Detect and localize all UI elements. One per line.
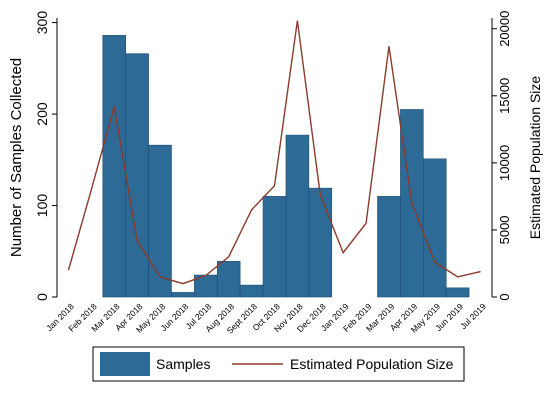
right-y-ticks: 0 5000 10000 15000 20000 <box>492 11 512 301</box>
samples-bar <box>102 35 126 298</box>
samples-bar <box>216 261 241 298</box>
samples-bar <box>423 158 447 298</box>
left-y-tick-label: 300 <box>34 11 50 35</box>
left-y-ticks: 0 100 200 300 <box>34 11 57 301</box>
secondary-y-axis-label: Estimated Population Size <box>527 76 543 240</box>
samples-bar <box>377 196 401 298</box>
right-y-tick-label: 5000 <box>497 215 512 244</box>
legend-label-samples: Samples <box>156 356 210 372</box>
population-line-group <box>67 20 481 285</box>
samples-bar <box>262 196 287 298</box>
right-y-tick-label: 10000 <box>497 145 512 181</box>
samples-bar <box>125 53 149 298</box>
samples-bar <box>171 292 195 298</box>
right-y-tick-label: 0 <box>497 293 512 300</box>
left-y-tick-label: 200 <box>34 102 50 126</box>
legend-label-population: Estimated Population Size <box>290 356 454 372</box>
samples-bar <box>308 187 333 298</box>
right-y-tick-label: 20000 <box>497 11 512 47</box>
left-y-tick-label: 0 <box>34 293 50 301</box>
samples-bar <box>239 284 264 298</box>
samples-bar <box>285 134 310 298</box>
population-line <box>67 20 481 285</box>
y-axis-label: Number of Samples Collected <box>8 58 25 257</box>
samples-bar <box>445 287 470 298</box>
right-y-tick-label: 15000 <box>497 78 512 114</box>
legend: Samples Estimated Population Size <box>92 346 465 382</box>
samples-bar <box>148 144 172 298</box>
legend-swatch-samples <box>100 352 150 376</box>
left-y-tick-label: 100 <box>34 194 50 218</box>
